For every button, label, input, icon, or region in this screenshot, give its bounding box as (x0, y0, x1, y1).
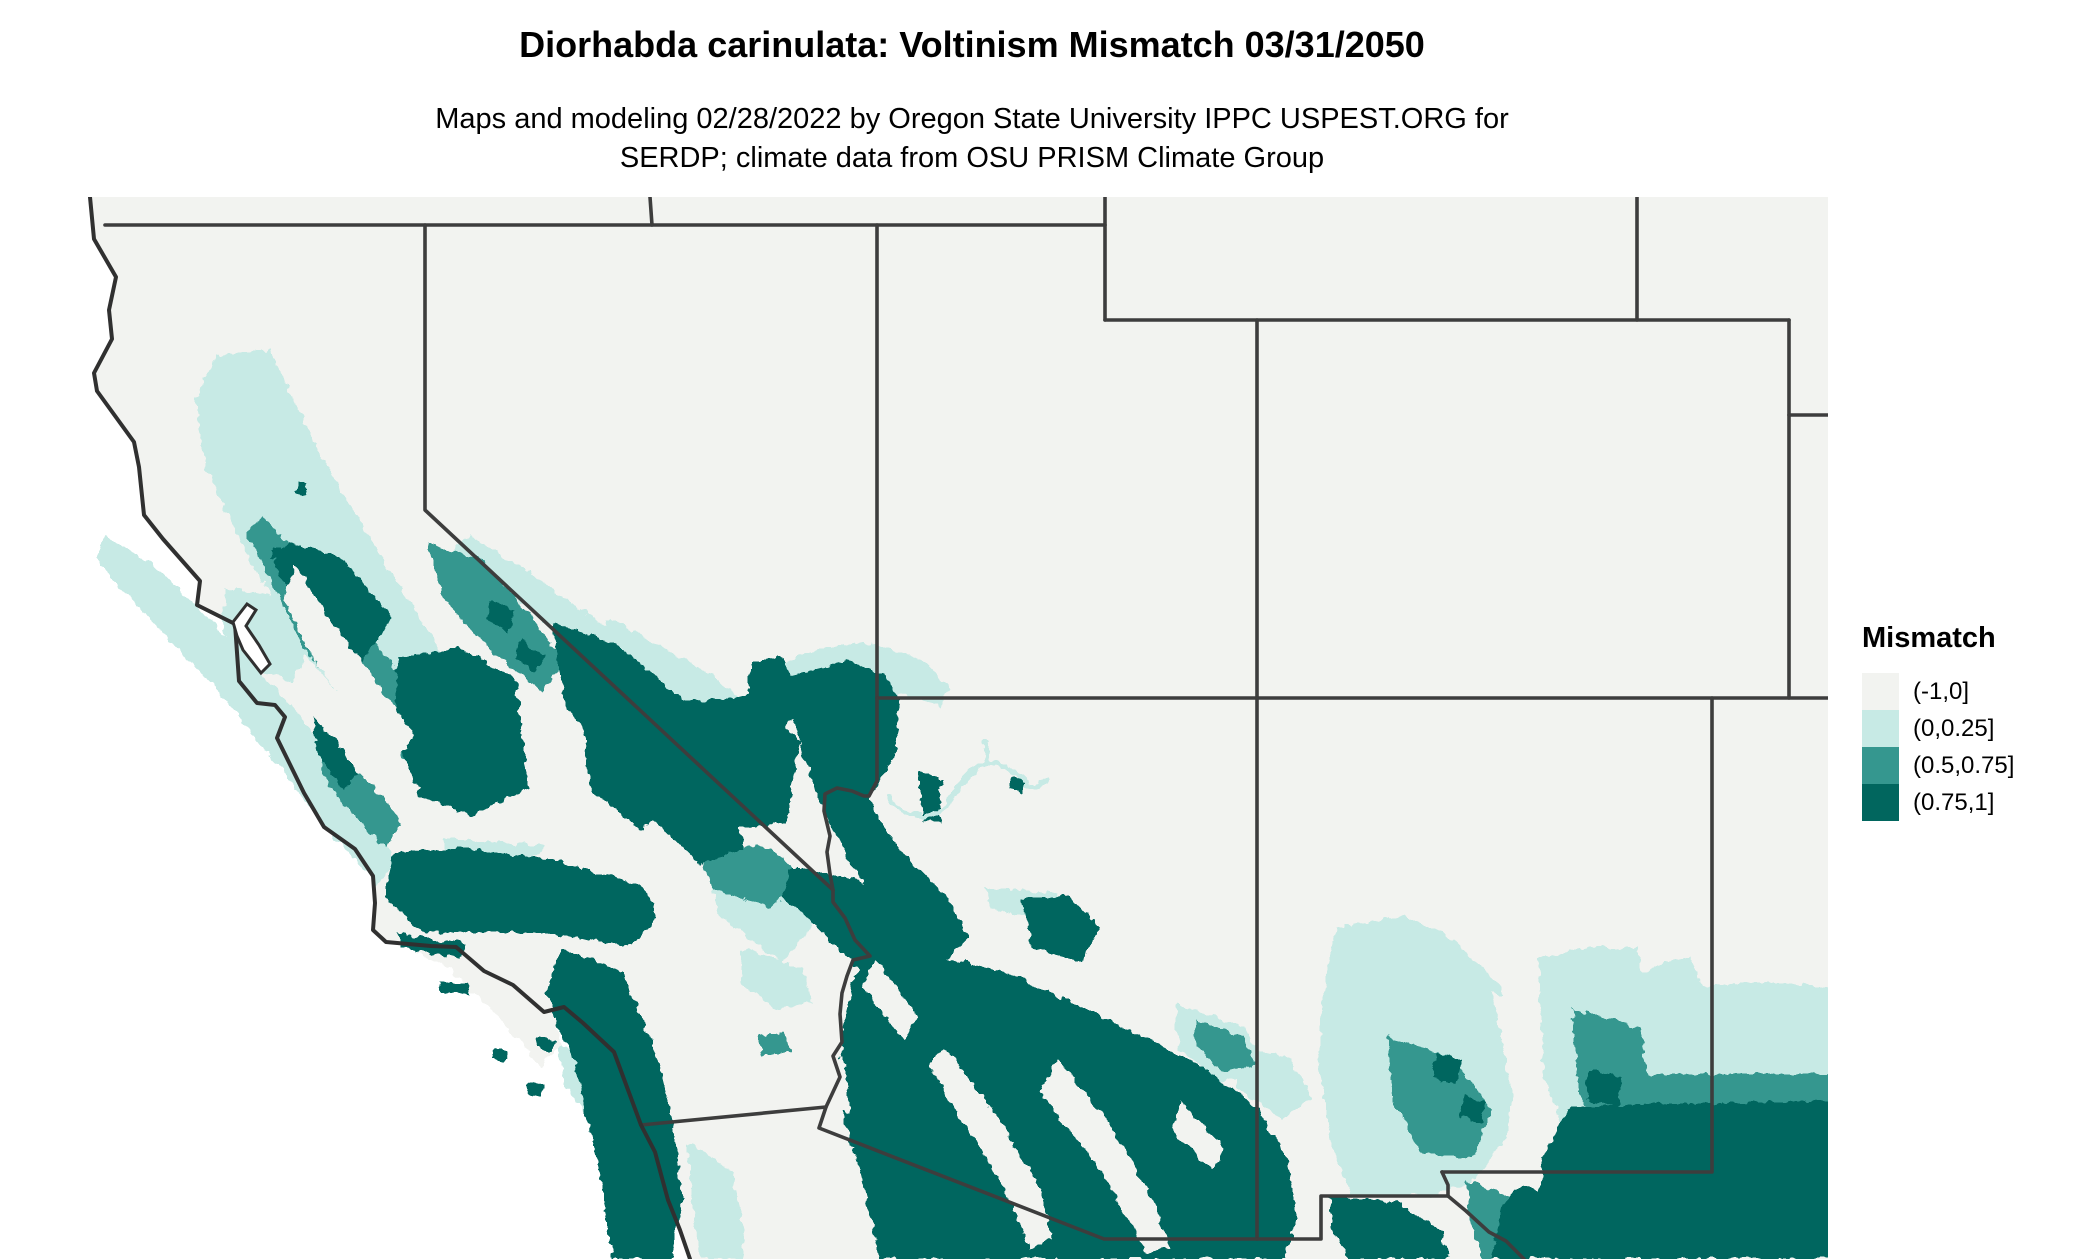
valley-streak-safford (1172, 1100, 1224, 1172)
legend-swatch (1862, 747, 1899, 784)
canyon-dark-dot-1 (928, 776, 944, 790)
legend-item: (-1,0] (1862, 673, 2092, 710)
legend-items: (-1,0] (0,0.25] (0.5,0.75] (0.75,1] (1862, 673, 2092, 821)
legend-item: (0.5,0.75] (1862, 747, 2092, 784)
canyon-dark-dot-2 (1010, 778, 1026, 792)
valley-streak-az-3 (862, 958, 918, 1040)
raster-valley-dot-1 (296, 482, 308, 494)
raster-river-dot (758, 1032, 790, 1056)
valley-streak-az-1 (928, 1048, 1052, 1248)
legend-swatch (1862, 710, 1899, 747)
valley-streak-az-2 (1040, 1058, 1170, 1252)
grand-canyon-spur (982, 739, 990, 765)
legend-swatch (1862, 784, 1899, 821)
legend-item: (0.75,1] (1862, 784, 2092, 821)
pacific-coastline (88, 197, 692, 1259)
southwest-us-map (0, 197, 1828, 1259)
raster-river-patch (740, 948, 812, 1010)
border-riogrande-lower (1446, 1194, 1526, 1259)
raster-sacramento-dark (1586, 1070, 1622, 1106)
state-borders (103, 197, 1828, 1259)
header: Diorhabda carinulata: Voltinism Mismatch… (0, 0, 1944, 178)
border-oregon-idaho (648, 197, 654, 227)
raster-north-sierra-dark (272, 542, 392, 662)
raster-south-sierra-dark (394, 648, 528, 816)
legend: Mismatch (-1,0] (0,0.25] (0.5,0.75] (0.75,1… (1862, 622, 2092, 821)
channel-island-sanclemente (526, 1082, 544, 1098)
raster-inyo-dark (552, 622, 690, 786)
map-panel (0, 197, 1828, 1259)
raster-inyo-fringe (598, 618, 745, 718)
subtitle-line-2: SERDP; climate data from OSU PRISM Clima… (619, 142, 1325, 174)
legend-label: (-1,0] (1913, 677, 1970, 705)
raster-gila-dark-2 (1460, 1096, 1486, 1122)
border-california-nevada (423, 223, 835, 892)
raster-texas-band (1616, 956, 1828, 1074)
legend-label: (0.5,0.75] (1913, 751, 2015, 779)
channel-island-sannicolas (492, 1048, 508, 1062)
border-newmexico-texas (1440, 696, 1714, 1174)
map-subtitle: Maps and modeling 02/28/2022 by Oregon S… (0, 100, 1944, 178)
channel-island-santacruz (438, 982, 470, 994)
san-francisco-bay (231, 601, 272, 676)
grand-canyon-line (885, 761, 1051, 819)
raster-whitemts-core (1196, 1020, 1256, 1072)
border-colorado-river (822, 696, 879, 1109)
raster-gila-dark-1 (1432, 1054, 1462, 1084)
raster-valley-dot-2 (272, 548, 284, 560)
legend-title: Mismatch (1862, 622, 1996, 654)
raster-peninsular-ranges (544, 948, 682, 1259)
raster-mojave-dark-2 (654, 768, 744, 864)
valley-streak-la-basin (416, 936, 562, 1066)
legend-swatch (1862, 673, 1899, 710)
raster-tahoe-dot-1 (486, 600, 516, 632)
subtitle-line-1: Maps and modeling 02/28/2022 by Oregon S… (435, 103, 1509, 135)
legend-label: (0.75,1] (1913, 788, 1995, 816)
channel-island-catalina (536, 1036, 556, 1052)
legend-item: (0,0.25] (1862, 710, 2092, 747)
raster-transverse-ranges (384, 848, 658, 946)
raster-sheep-range (748, 656, 796, 734)
legend-label: (0,0.25] (1913, 714, 1995, 742)
raster-southeast-dark-band (1492, 1100, 1828, 1259)
border-riogrande-upper (1440, 1170, 1450, 1198)
raster-baja (688, 1142, 744, 1259)
raster-gila-core (1388, 1036, 1492, 1160)
raster-tahoe-dot-2 (515, 640, 545, 672)
raster-newyork-mts (695, 842, 804, 908)
valley-streak-riogrande (1492, 992, 1546, 1192)
valley-streak-sacramento-floor (285, 565, 415, 755)
mismatch-raster-layer (96, 350, 1828, 1259)
raster-virgin-mts (788, 660, 968, 968)
raster-coast-band (96, 536, 396, 884)
page-title: Diorhabda carinulata: Voltinism Mismatch… (519, 24, 1425, 65)
raster-bootheel (1330, 1196, 1448, 1259)
raster-sf-peaks (1022, 896, 1100, 962)
raster-bigsur-ridge (312, 718, 358, 790)
